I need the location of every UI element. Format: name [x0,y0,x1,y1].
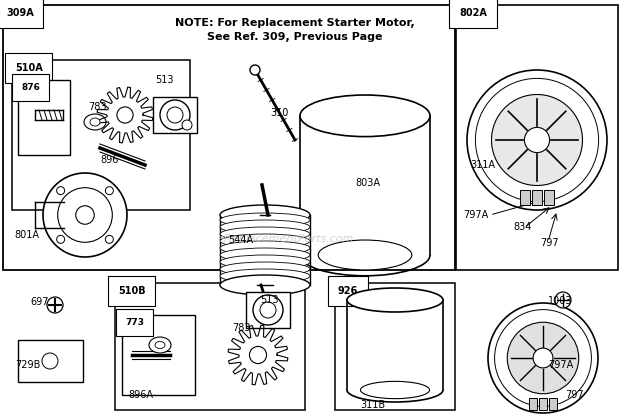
Circle shape [56,186,64,195]
Bar [12,60,190,210]
Circle shape [160,100,190,130]
Text: 926: 926 [338,286,358,296]
Bar [18,340,83,382]
Ellipse shape [220,205,310,225]
Ellipse shape [90,118,100,126]
Bar [544,190,554,205]
Ellipse shape [149,337,171,353]
Text: 896: 896 [100,155,118,165]
Bar [246,292,290,328]
Text: 309A: 309A [6,8,33,18]
Text: 797A: 797A [548,360,574,370]
Text: 783: 783 [232,323,250,333]
Text: 513: 513 [260,295,278,305]
Ellipse shape [220,213,310,227]
Text: 513: 513 [155,75,174,85]
Circle shape [182,120,192,130]
Circle shape [533,348,553,368]
Circle shape [476,78,598,202]
Bar [3,5,455,270]
Text: 310: 310 [270,108,288,118]
Text: See Ref. 309, Previous Page: See Ref. 309, Previous Page [207,32,383,42]
Text: 797: 797 [540,238,559,248]
Text: 896A: 896A [128,390,153,400]
Bar [456,5,618,270]
Circle shape [105,186,113,195]
Ellipse shape [220,275,310,295]
Text: 876: 876 [21,83,40,92]
Circle shape [105,235,113,243]
Text: 797: 797 [565,390,583,400]
Circle shape [47,297,63,313]
Text: 783: 783 [88,102,107,112]
Text: 803A: 803A [355,178,380,188]
Bar [115,283,305,410]
Bar [529,398,537,410]
Ellipse shape [220,262,310,276]
Ellipse shape [318,240,412,270]
Ellipse shape [84,114,106,130]
Bar [539,398,547,410]
Circle shape [495,310,591,406]
Circle shape [42,353,58,369]
Text: 773: 773 [125,318,144,327]
Bar [335,283,455,410]
Circle shape [492,95,583,186]
Circle shape [488,303,598,413]
Ellipse shape [43,173,127,257]
Bar [18,80,70,155]
Text: 311B: 311B [360,400,385,410]
Text: 697: 697 [30,297,48,307]
Ellipse shape [220,241,310,255]
Text: 801A: 801A [14,230,39,240]
Ellipse shape [220,248,310,262]
Circle shape [467,70,607,210]
Bar [549,398,557,410]
Circle shape [56,235,64,243]
Text: eReplacementParts.com: eReplacementParts.com [217,234,353,244]
Text: 1003: 1003 [548,296,572,306]
Ellipse shape [155,341,165,349]
Bar [532,190,542,205]
Ellipse shape [220,227,310,241]
Ellipse shape [300,95,430,137]
Text: NOTE: For Replacement Starter Motor,: NOTE: For Replacement Starter Motor, [175,18,415,28]
Bar [520,190,530,205]
Circle shape [525,127,549,153]
Circle shape [117,107,133,123]
Ellipse shape [220,234,310,248]
Circle shape [167,107,183,123]
Ellipse shape [360,381,430,398]
Text: 797A: 797A [463,210,489,220]
Circle shape [253,295,283,325]
Ellipse shape [347,288,443,312]
Circle shape [507,322,578,394]
Text: 729B: 729B [15,360,40,370]
Ellipse shape [220,255,310,269]
Circle shape [249,347,267,364]
Text: 834: 834 [513,222,531,232]
Bar [153,97,197,133]
Ellipse shape [220,269,310,283]
Text: 510B: 510B [118,286,146,296]
Ellipse shape [58,188,112,242]
Text: 311A: 311A [470,160,495,170]
Circle shape [260,302,276,318]
Text: 802A: 802A [459,8,487,18]
Circle shape [250,65,260,75]
Ellipse shape [220,220,310,234]
Circle shape [555,292,571,308]
Text: 510A: 510A [15,63,43,73]
Circle shape [76,206,94,224]
Text: 544A: 544A [228,235,253,245]
Bar [122,315,195,395]
